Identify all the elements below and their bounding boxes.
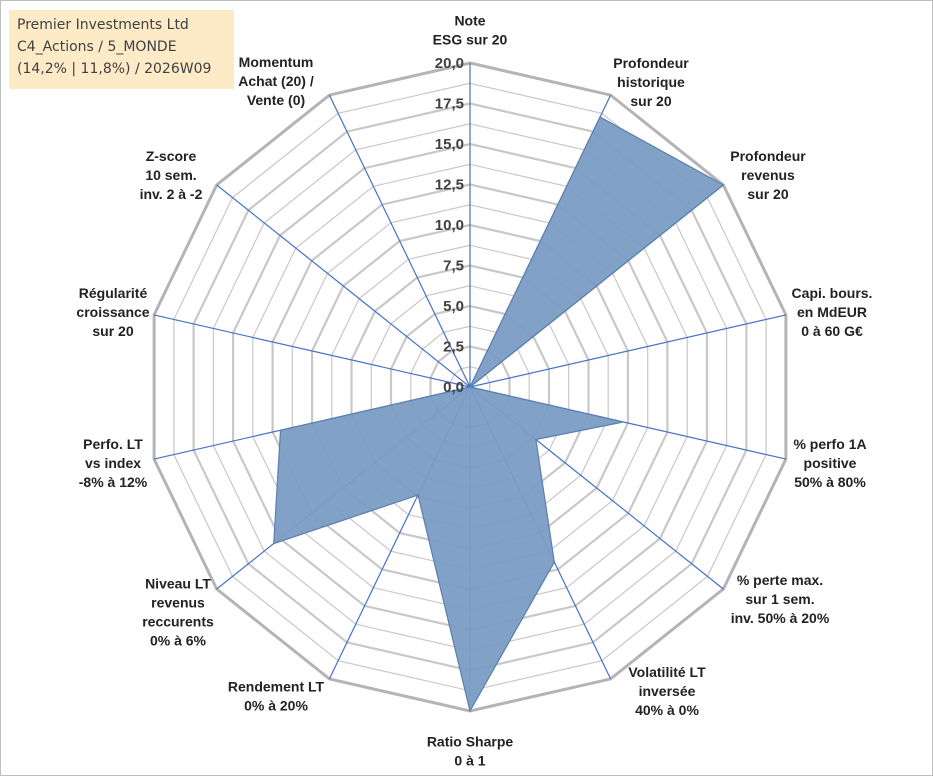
info-category: C4_Actions / 5_MONDE [17, 39, 177, 55]
radar-series-area [273, 116, 725, 713]
axis-label-line: % perfo 1A [793, 436, 866, 452]
axis-label-line: -8% à 12% [79, 474, 148, 490]
axis-label-line: 50% à 80% [794, 474, 866, 490]
axis-label: Profondeur revenus sur 20 [730, 148, 806, 202]
tick-label: 2,5 [443, 339, 464, 356]
axis-label-line: inv. 2 à -2 [140, 186, 203, 202]
radar-spoke [153, 314, 471, 388]
tick-label: 12,5 [435, 177, 464, 194]
axis-label-line: 0 à 60 G€ [801, 323, 863, 339]
axis-label: Z-score 10 sem. inv. 2 à -2 [140, 148, 203, 202]
axis-label-line: Vente (0) [247, 92, 305, 108]
radar-spoke [328, 94, 471, 388]
axis-label: Capi. bours. en MdEUR 0 à 60 G€ [792, 285, 873, 339]
axis-label-line: Niveau LT [145, 576, 211, 592]
axis-label-line: Z-score [146, 148, 197, 164]
axis-label-line: Ratio Sharpe [427, 734, 514, 750]
info-period: (14,2% | 11,8%) / 2026W09 [17, 61, 212, 77]
axis-label-line: sur 20 [630, 93, 671, 109]
axis-label-line: Momentum [239, 54, 314, 70]
axis-label-line: inv. 50% à 20% [731, 610, 830, 626]
axis-label-line: Note [454, 13, 485, 29]
axis-label: Ratio Sharpe 0 à 1 [427, 734, 514, 769]
axis-label-line: % perte max. [737, 572, 823, 588]
tick-label: 17,5 [435, 96, 464, 113]
axis-label-line: 10 sem. [145, 167, 196, 183]
axis-label-line: sur 1 sem. [745, 591, 814, 607]
axis-label: % perfo 1A positive 50% à 80% [793, 436, 866, 490]
axis-label: Note ESG sur 20 [433, 13, 508, 48]
axis-label-line: 0 à 1 [454, 753, 485, 769]
axis-label: Perfo. LT vs index -8% à 12% [79, 436, 148, 490]
axis-label: Volatilité LT inversée 40% à 0% [628, 664, 706, 718]
radar-tick-labels: 0,0 2,5 5,0 7,5 10,0 12,5 15,0 17,5 20,0 [435, 55, 464, 396]
radar-series [273, 116, 725, 713]
axis-label-line: 0% à 6% [150, 633, 207, 649]
tick-label: 15,0 [435, 136, 464, 153]
axis-label-line: ESG sur 20 [433, 32, 508, 48]
info-box: Premier Investments Ltd C4_Actions / 5_M… [9, 10, 234, 89]
axis-label-line: en MdEUR [797, 304, 867, 320]
axis-label-line: Profondeur [613, 55, 689, 71]
axis-label: Niveau LT revenus reccurents 0% à 6% [142, 576, 214, 649]
axis-label: Rendement LT 0% à 20% [228, 679, 325, 714]
axis-label-line: revenus [741, 167, 795, 183]
axis-label-line: sur 20 [92, 323, 133, 339]
axis-label-line: Régularité [79, 285, 148, 301]
tick-label: 10,0 [435, 217, 464, 234]
axis-label-line: Achat (20) / [238, 73, 314, 89]
tick-label: 0,0 [443, 379, 464, 396]
axis-label-line: Volatilité LT [628, 664, 706, 680]
axis-label: Profondeur historique sur 20 [613, 55, 689, 109]
axis-label-line: historique [617, 74, 685, 90]
axis-label: % perte max. sur 1 sem. inv. 50% à 20% [731, 572, 830, 626]
axis-label-line: Rendement LT [228, 679, 325, 695]
tick-label: 7,5 [443, 258, 464, 275]
axis-label-line: sur 20 [747, 186, 788, 202]
axis-label-line: inversée [639, 683, 696, 699]
axis-label-line: vs index [85, 455, 141, 471]
tick-label: 5,0 [443, 298, 464, 315]
radar-spoke [216, 184, 471, 388]
axis-label-line: reccurents [142, 614, 214, 630]
axis-label-line: croissance [76, 304, 149, 320]
axis-label-line: 40% à 0% [635, 702, 699, 718]
axis-label: Momentum Achat (20) / Vente (0) [238, 54, 314, 108]
axis-label-line: Capi. bours. [792, 285, 873, 301]
radar-spoke [469, 314, 787, 388]
info-company: Premier Investments Ltd [17, 17, 189, 33]
radar-axis-labels: Note ESG sur 20 Profondeur historique sur 20… [76, 13, 872, 769]
axis-label-line: positive [804, 455, 857, 471]
axis-label-line: Perfo. LT [83, 436, 143, 452]
tick-label: 20,0 [435, 55, 464, 72]
axis-label-line: revenus [151, 595, 205, 611]
axis-label: Régularité croissance sur 20 [76, 285, 149, 339]
axis-label-line: 0% à 20% [244, 698, 308, 714]
axis-label-line: Profondeur [730, 148, 806, 164]
